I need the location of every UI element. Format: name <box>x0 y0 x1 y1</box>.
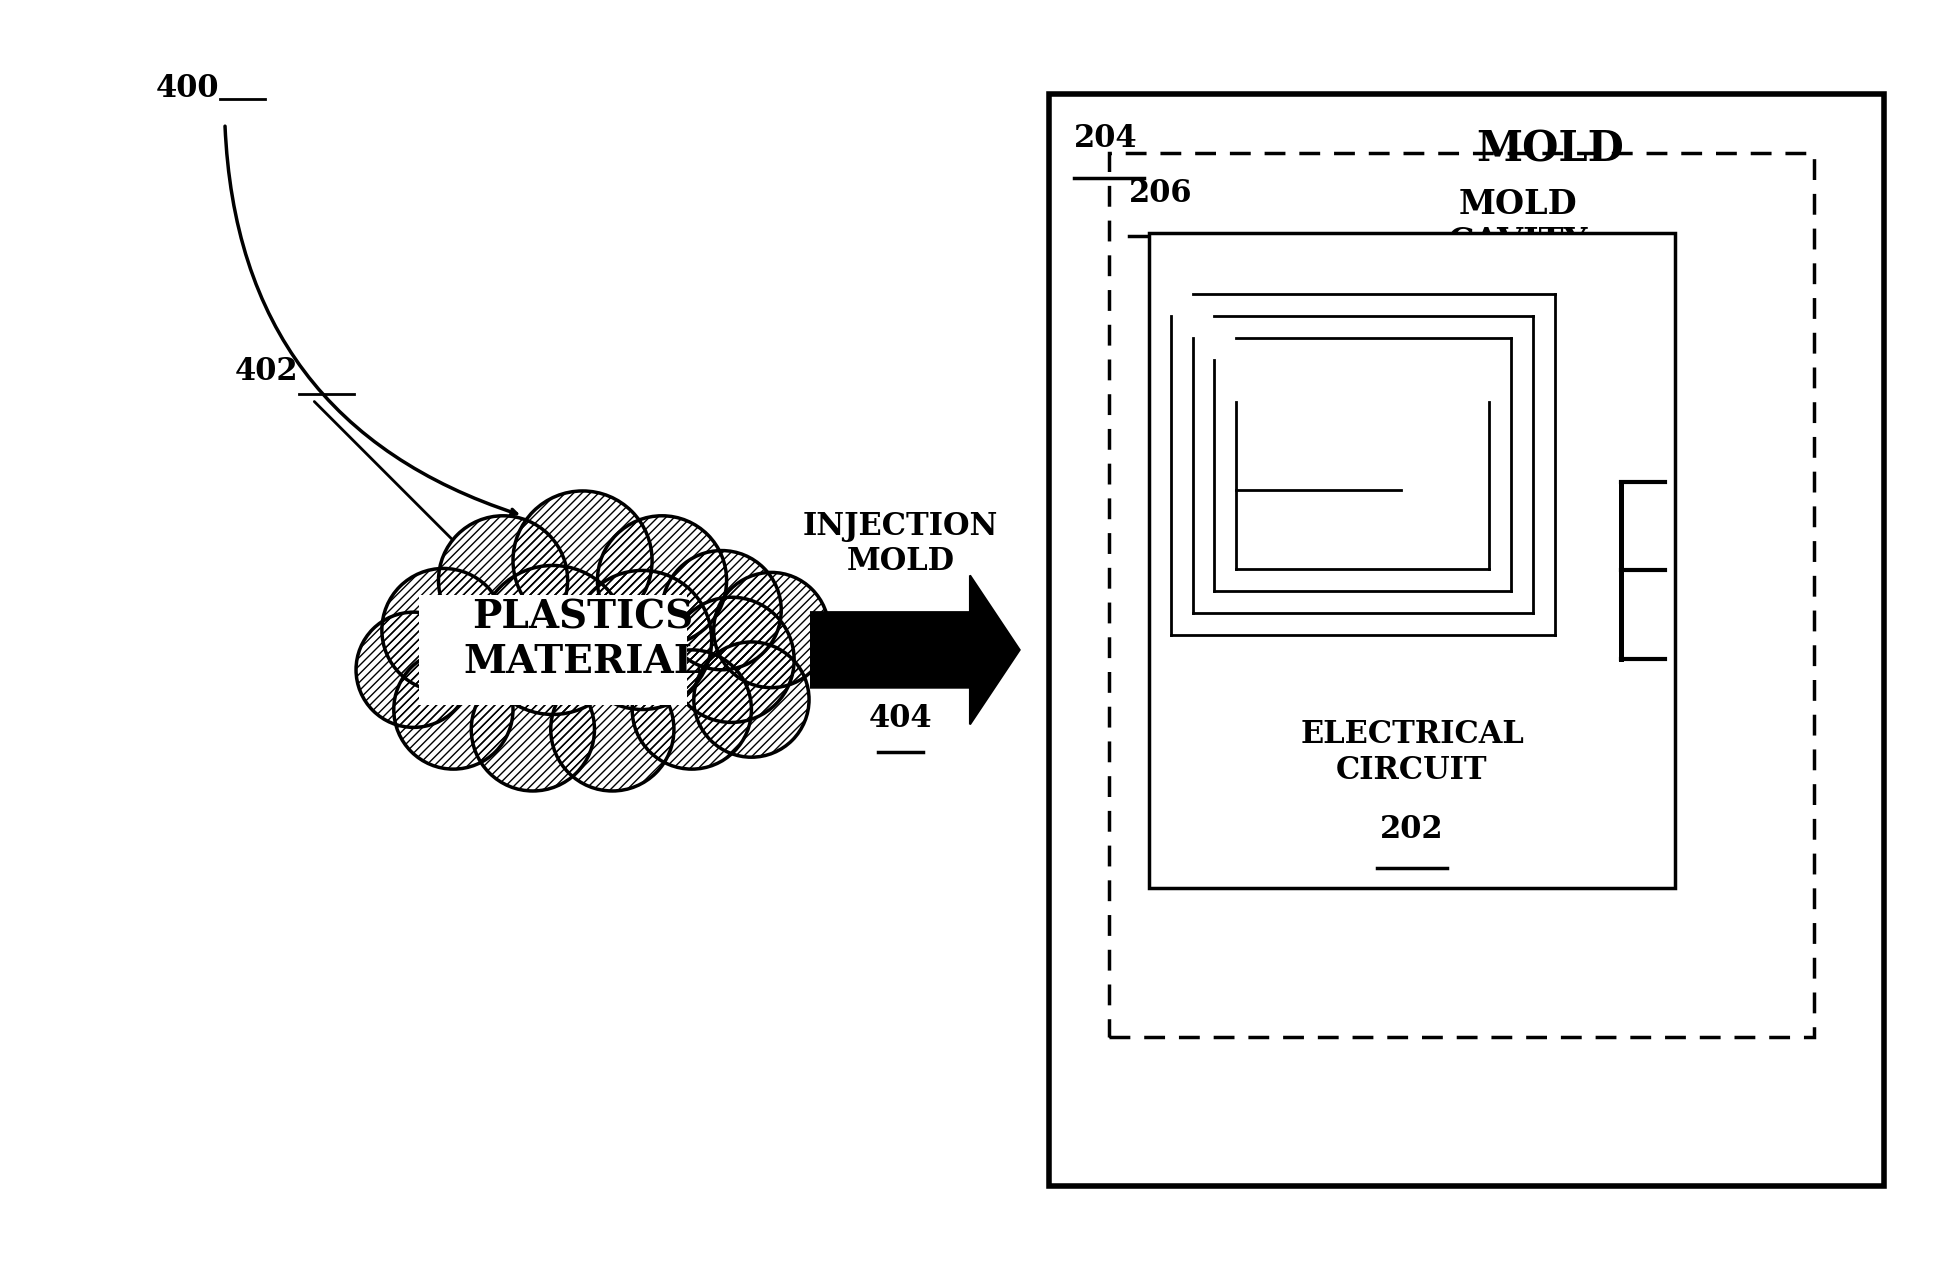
Circle shape <box>395 650 513 770</box>
Text: 400: 400 <box>155 72 219 104</box>
Circle shape <box>356 612 472 728</box>
Text: 404: 404 <box>868 702 932 734</box>
Circle shape <box>551 668 673 791</box>
Circle shape <box>381 569 505 692</box>
Text: 204: 204 <box>1073 123 1137 155</box>
Circle shape <box>669 597 795 723</box>
Circle shape <box>714 573 830 687</box>
Circle shape <box>439 516 569 645</box>
Text: 202: 202 <box>1381 814 1445 845</box>
Text: INJECTION
MOLD: INJECTION MOLD <box>803 511 998 578</box>
Text: 206: 206 <box>1129 178 1193 210</box>
Circle shape <box>632 650 752 770</box>
Bar <box>1050 94 1884 1186</box>
Circle shape <box>478 565 627 715</box>
Text: 402: 402 <box>234 356 298 386</box>
Text: ELECTRICAL
CIRCUIT: ELECTRICAL CIRCUIT <box>1300 719 1524 786</box>
Circle shape <box>661 551 781 669</box>
Polygon shape <box>810 575 1019 724</box>
Circle shape <box>694 641 808 757</box>
FancyBboxPatch shape <box>418 596 687 705</box>
Bar <box>1149 232 1675 888</box>
Text: MOLD: MOLD <box>1476 128 1625 170</box>
Circle shape <box>513 491 652 630</box>
Bar <box>1108 154 1814 1038</box>
Text: PLASTICS
MATERIAL: PLASTICS MATERIAL <box>464 599 702 681</box>
Text: MOLD
CAVITY: MOLD CAVITY <box>1449 188 1588 259</box>
Circle shape <box>598 516 727 645</box>
Circle shape <box>472 668 594 791</box>
Circle shape <box>572 570 712 710</box>
